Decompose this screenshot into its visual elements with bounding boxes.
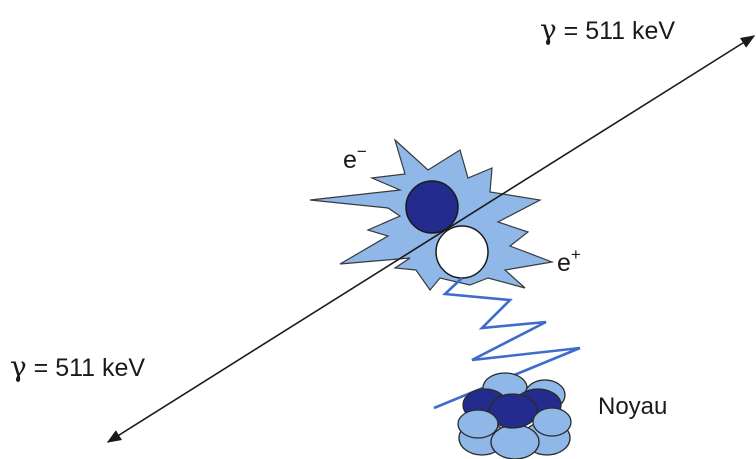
positron-trajectory xyxy=(433,277,581,410)
gamma-symbol: γ xyxy=(540,13,557,46)
gamma-symbol: γ xyxy=(10,350,27,383)
gamma-bottom-label: γ = 511 keV xyxy=(10,353,145,381)
gamma-top-label: γ = 511 keV xyxy=(540,16,675,44)
positron-label: e+ xyxy=(557,246,581,276)
electron-symbol: e xyxy=(343,146,357,174)
gamma-ray-line xyxy=(106,35,756,443)
positron-particle xyxy=(435,225,489,279)
positron-symbol: e xyxy=(557,249,571,277)
positron-charge: + xyxy=(570,245,581,264)
electron-label: e− xyxy=(343,143,367,173)
gamma-energy-text: = 511 keV xyxy=(26,354,146,382)
nucleus xyxy=(457,372,572,459)
gamma-energy-text: = 511 keV xyxy=(556,17,676,45)
electron-charge: − xyxy=(356,142,367,161)
electron-particle xyxy=(405,180,459,234)
nucleus-label: Noyau xyxy=(598,393,668,420)
